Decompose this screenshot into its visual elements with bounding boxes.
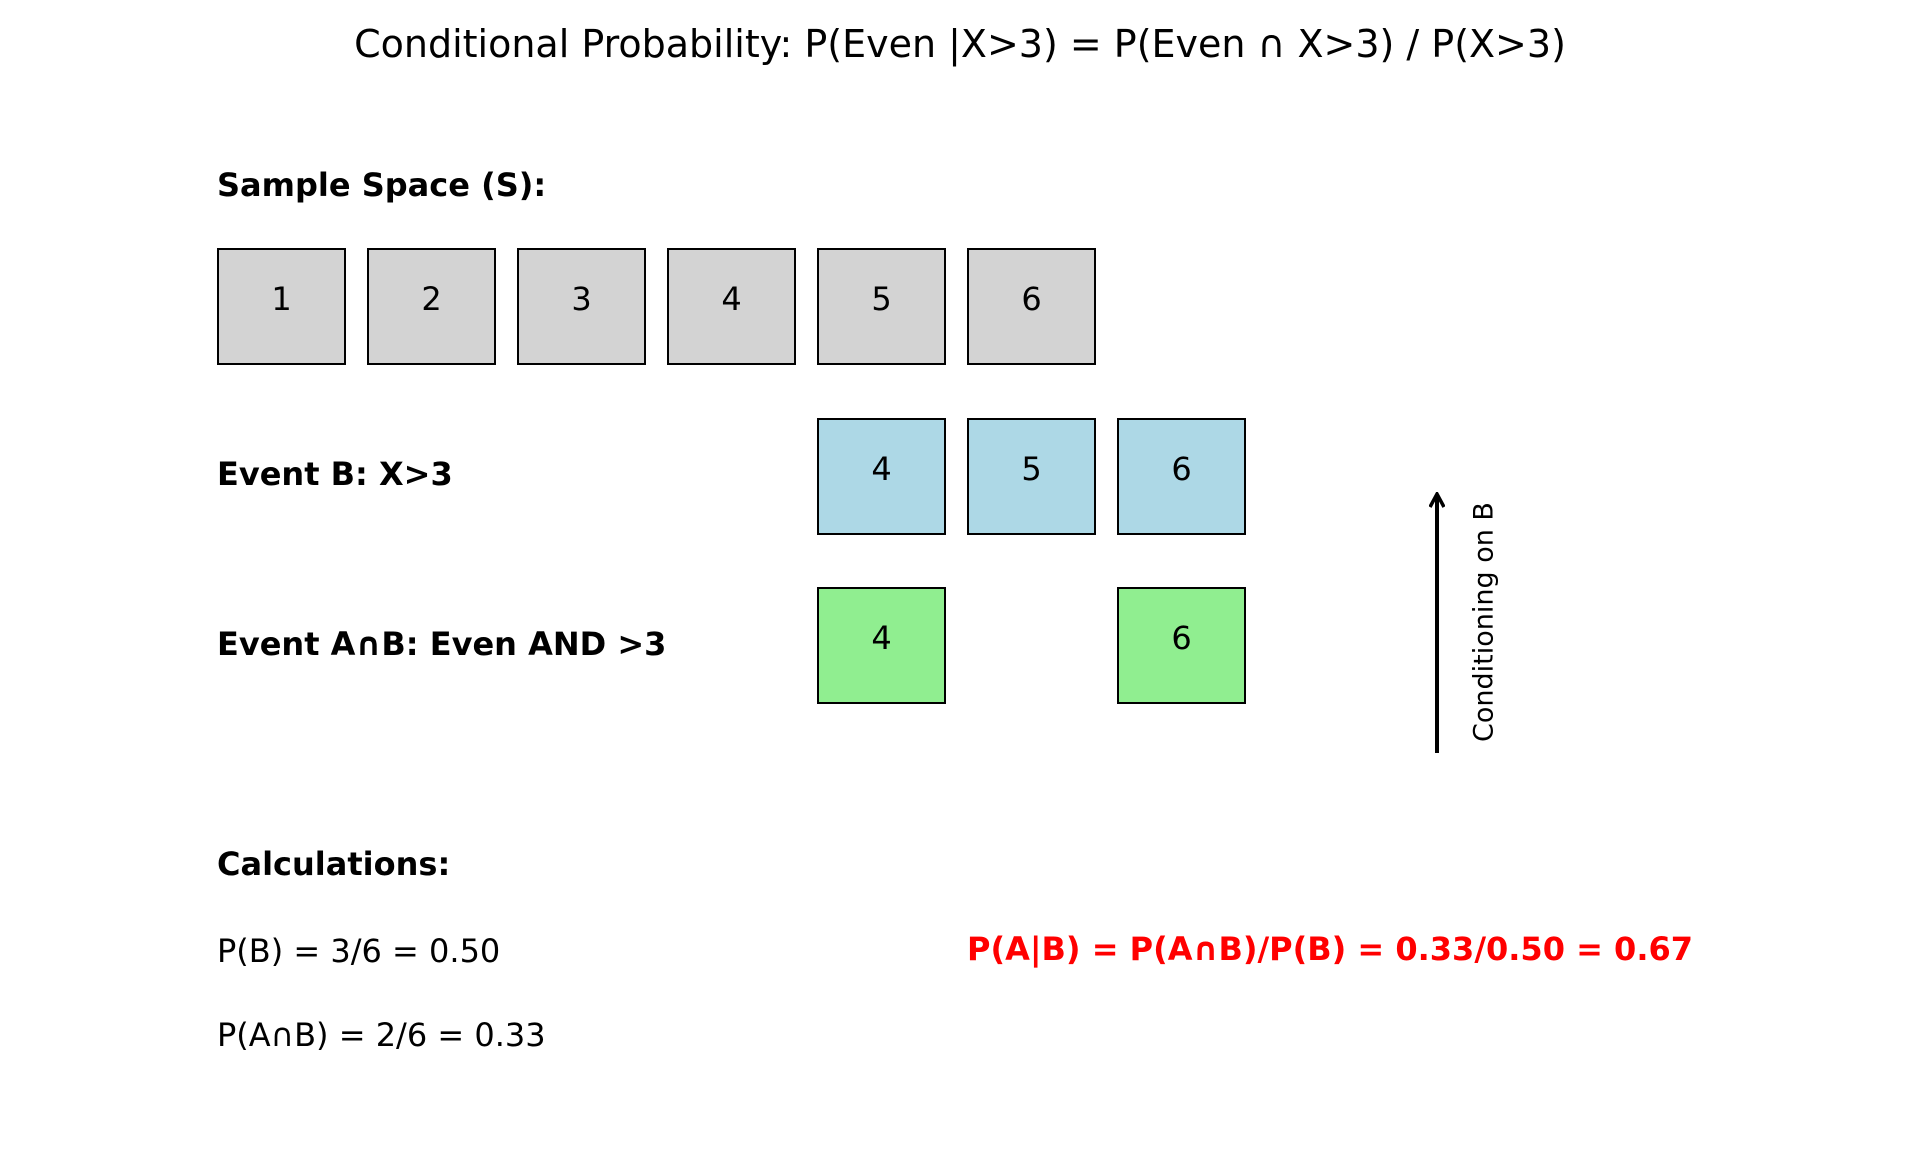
- sample-space-label: Sample Space (S):: [217, 166, 547, 204]
- conditioning-arrow-line: [1435, 496, 1439, 753]
- event-b-outcome-box: 4: [817, 418, 946, 535]
- event-ab-label: Event A∩B: Even AND >3: [217, 625, 667, 663]
- diagram-title: Conditional Probability: P(Even |X>3) = …: [354, 22, 1566, 66]
- conditioning-label: Conditioning on B: [1468, 502, 1500, 742]
- sample-outcome-box: 2: [367, 248, 496, 365]
- event-b-outcome-box: 5: [967, 418, 1096, 535]
- event-ab-outcome-box: 4: [817, 587, 946, 704]
- sample-outcome-box: 3: [517, 248, 646, 365]
- conditional-result: P(A|B) = P(A∩B)/P(B) = 0.33/0.50 = 0.67: [967, 930, 1693, 968]
- sample-outcome-box: 4: [667, 248, 796, 365]
- p-ab-calculation: P(A∩B) = 2/6 = 0.33: [217, 1016, 546, 1054]
- sample-outcome-box: 1: [217, 248, 346, 365]
- sample-outcome-box: 5: [817, 248, 946, 365]
- p-b-calculation: P(B) = 3/6 = 0.50: [217, 932, 501, 970]
- event-b-label: Event B: X>3: [217, 455, 453, 493]
- sample-outcome-box: 6: [967, 248, 1096, 365]
- event-b-outcome-box: 6: [1117, 418, 1246, 535]
- event-ab-outcome-box: 6: [1117, 587, 1246, 704]
- calculations-label: Calculations:: [217, 845, 451, 883]
